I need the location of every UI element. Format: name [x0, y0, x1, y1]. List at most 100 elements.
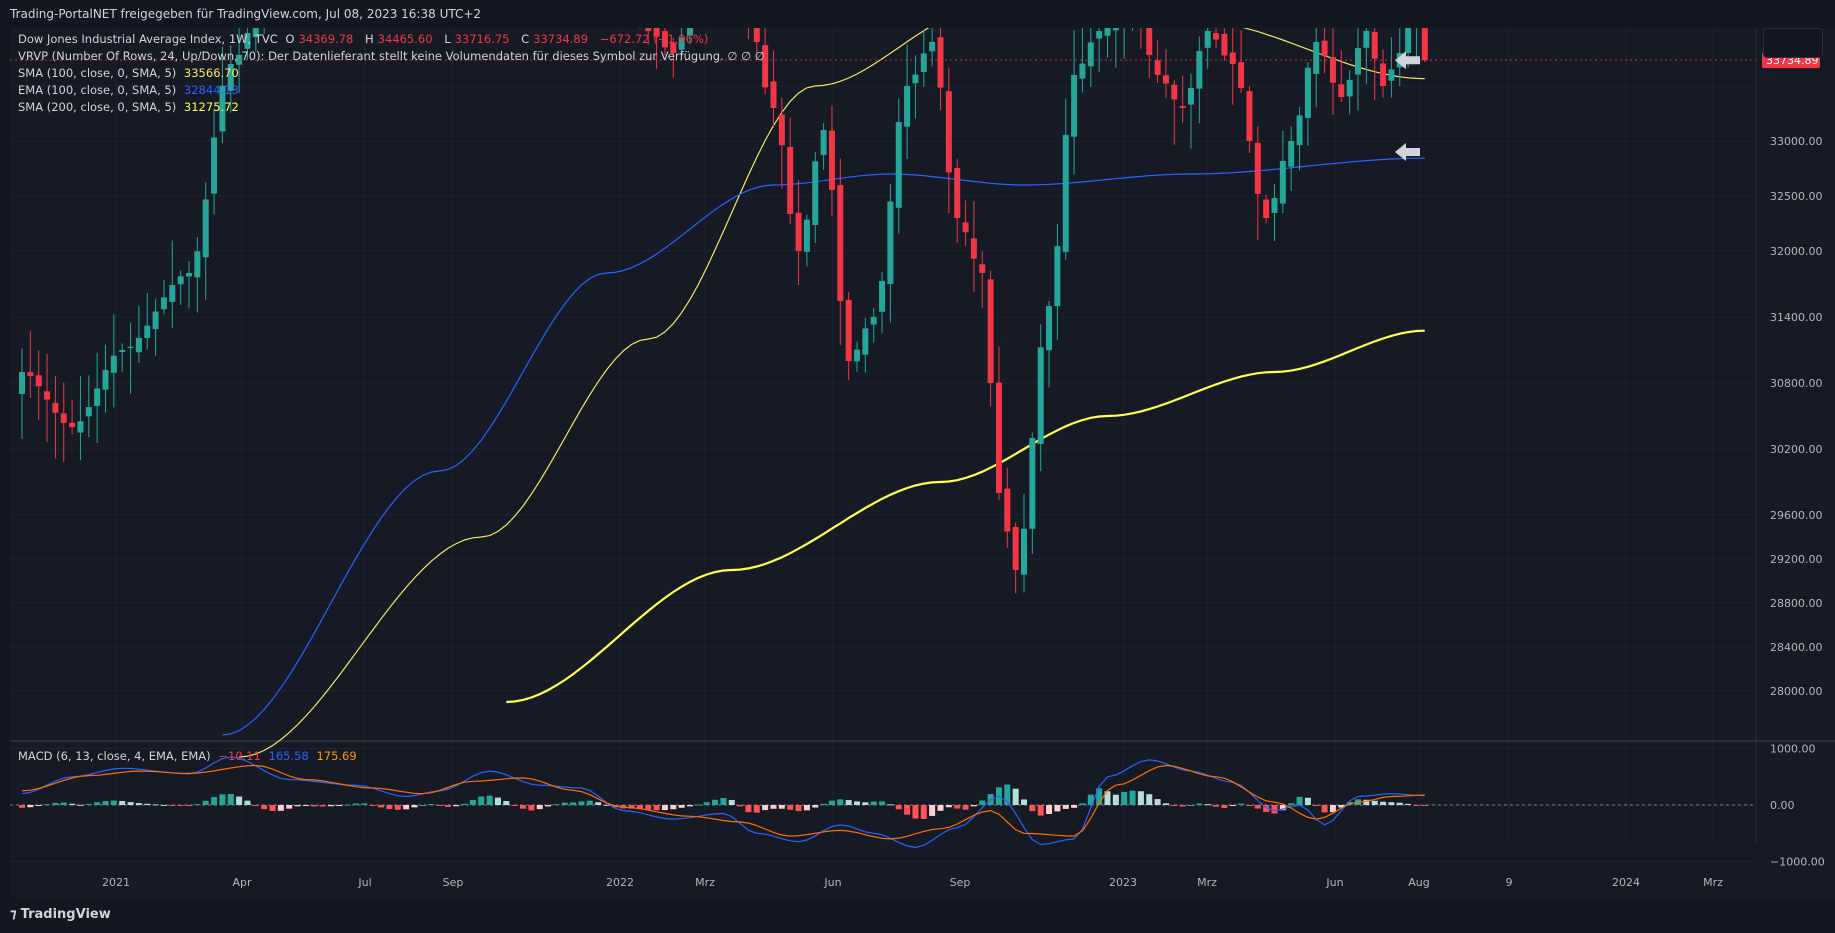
candle [177, 276, 184, 285]
macd-histogram-bar [1087, 794, 1094, 805]
macd-histogram-bar [1204, 804, 1211, 806]
macd-histogram-bar [645, 805, 652, 810]
macd-histogram-bar [1188, 805, 1194, 806]
candle [879, 280, 886, 312]
macd-histogram-bar [720, 797, 727, 805]
legend-close: 33734.89 [533, 32, 589, 46]
candle [160, 297, 167, 310]
candle [795, 212, 802, 251]
candle [1112, 28, 1119, 31]
arrow-left-icon [1395, 143, 1420, 161]
macd-histogram-bar [1162, 803, 1169, 805]
macd-histogram-bar [520, 805, 526, 809]
legend-l-label: L [444, 32, 451, 46]
macd-signal-line [21, 764, 1425, 840]
macd-histogram-bar [428, 803, 435, 805]
candle [970, 238, 977, 259]
macd-histogram-bar [1396, 802, 1403, 805]
legend-macd-label: MACD (6, 13, close, 4, EMA, EMA) [18, 749, 211, 763]
candle [870, 317, 877, 325]
macd-histogram-bar [770, 805, 777, 809]
macd-histogram-bar [436, 805, 443, 806]
macd-histogram-bar [1021, 799, 1027, 805]
candle [828, 130, 835, 190]
macd-histogram-bar [703, 802, 710, 805]
footer-bar [0, 898, 1835, 933]
candle [1271, 198, 1278, 213]
macd-histogram-bar [52, 802, 59, 805]
macd-histogram-bar [1304, 797, 1311, 805]
macd-histogram-bar [344, 804, 351, 806]
macd-histogram-bar [1037, 805, 1044, 816]
candle [119, 350, 126, 352]
indicator-line-2 [506, 329, 1425, 704]
candle [1104, 28, 1111, 36]
x-tick-label: 2022 [606, 876, 634, 889]
macd-histogram-bar [1012, 788, 1019, 805]
candle [1012, 526, 1019, 570]
macd-histogram-bar [970, 805, 977, 807]
macd-histogram-bar [444, 805, 451, 807]
candle [962, 222, 969, 233]
macd-histogram-bar [1329, 805, 1336, 813]
macd-histogram-bar [85, 803, 92, 805]
macd-histogram-bar [252, 805, 259, 806]
chart-settings-button[interactable] [1763, 28, 1823, 58]
macd-histogram-bar [1405, 803, 1412, 805]
candle [44, 391, 51, 400]
candle [135, 337, 142, 353]
macd-histogram-bar [678, 805, 685, 808]
macd-histogram-bar [102, 801, 109, 805]
macd-histogram-bar [353, 803, 359, 805]
candle [837, 184, 844, 302]
candle [929, 42, 936, 52]
legend-sma100: SMA (100, close, 0, SMA, 5) 33566.70 [18, 66, 243, 80]
candle [94, 388, 101, 406]
candle [995, 382, 1002, 493]
macd-histogram-bar [403, 805, 410, 810]
candle [678, 37, 685, 50]
macd-histogram-bar [1062, 805, 1069, 809]
macd-histogram-bar [202, 800, 209, 805]
y-tick-label: 28400.00 [1770, 641, 1823, 654]
candle [252, 28, 259, 38]
macd-histogram-bar [378, 805, 385, 808]
candle [35, 375, 42, 387]
candle [862, 328, 869, 355]
candle [127, 346, 134, 348]
candle [1087, 42, 1094, 67]
macd-histogram-bar [1104, 791, 1111, 805]
chart-canvas[interactable]: 34568.1133734.8928000.0028400.0028800.00… [10, 28, 1835, 898]
macd-histogram-bar [1071, 805, 1078, 808]
macd-histogram-bar [603, 804, 610, 806]
candle [687, 28, 693, 36]
macd-y-tick-label: 0.00 [1770, 799, 1795, 812]
macd-histogram-bar [712, 799, 719, 805]
macd-histogram-bar [478, 796, 485, 805]
candle [211, 137, 218, 194]
macd-histogram-bar [695, 804, 702, 806]
chart-panel[interactable]: 34568.1133734.8928000.0028400.0028800.00… [10, 28, 1835, 898]
macd-histogram-bar [670, 805, 677, 810]
candle [1346, 79, 1353, 97]
candle [1254, 142, 1261, 194]
candle [987, 279, 994, 383]
candle [1371, 32, 1378, 59]
candle [1329, 57, 1336, 83]
candle [1196, 50, 1203, 89]
candle [1229, 52, 1236, 64]
candle [1162, 75, 1169, 84]
candle [110, 355, 117, 373]
candle [1188, 88, 1194, 105]
legend-low: 33716.75 [454, 32, 510, 46]
candle [1171, 84, 1178, 100]
macd-histogram-bar [803, 805, 810, 811]
tradingview-logo[interactable]: ⁊ TradingView [10, 907, 111, 922]
macd-histogram-bar [879, 801, 886, 805]
candle [77, 421, 84, 433]
tradingview-brand-text: TradingView [20, 907, 111, 922]
macd-histogram-bar [845, 800, 852, 805]
macd-histogram-bar [453, 805, 460, 807]
candle [52, 402, 59, 413]
macd-histogram-bar [795, 805, 802, 812]
